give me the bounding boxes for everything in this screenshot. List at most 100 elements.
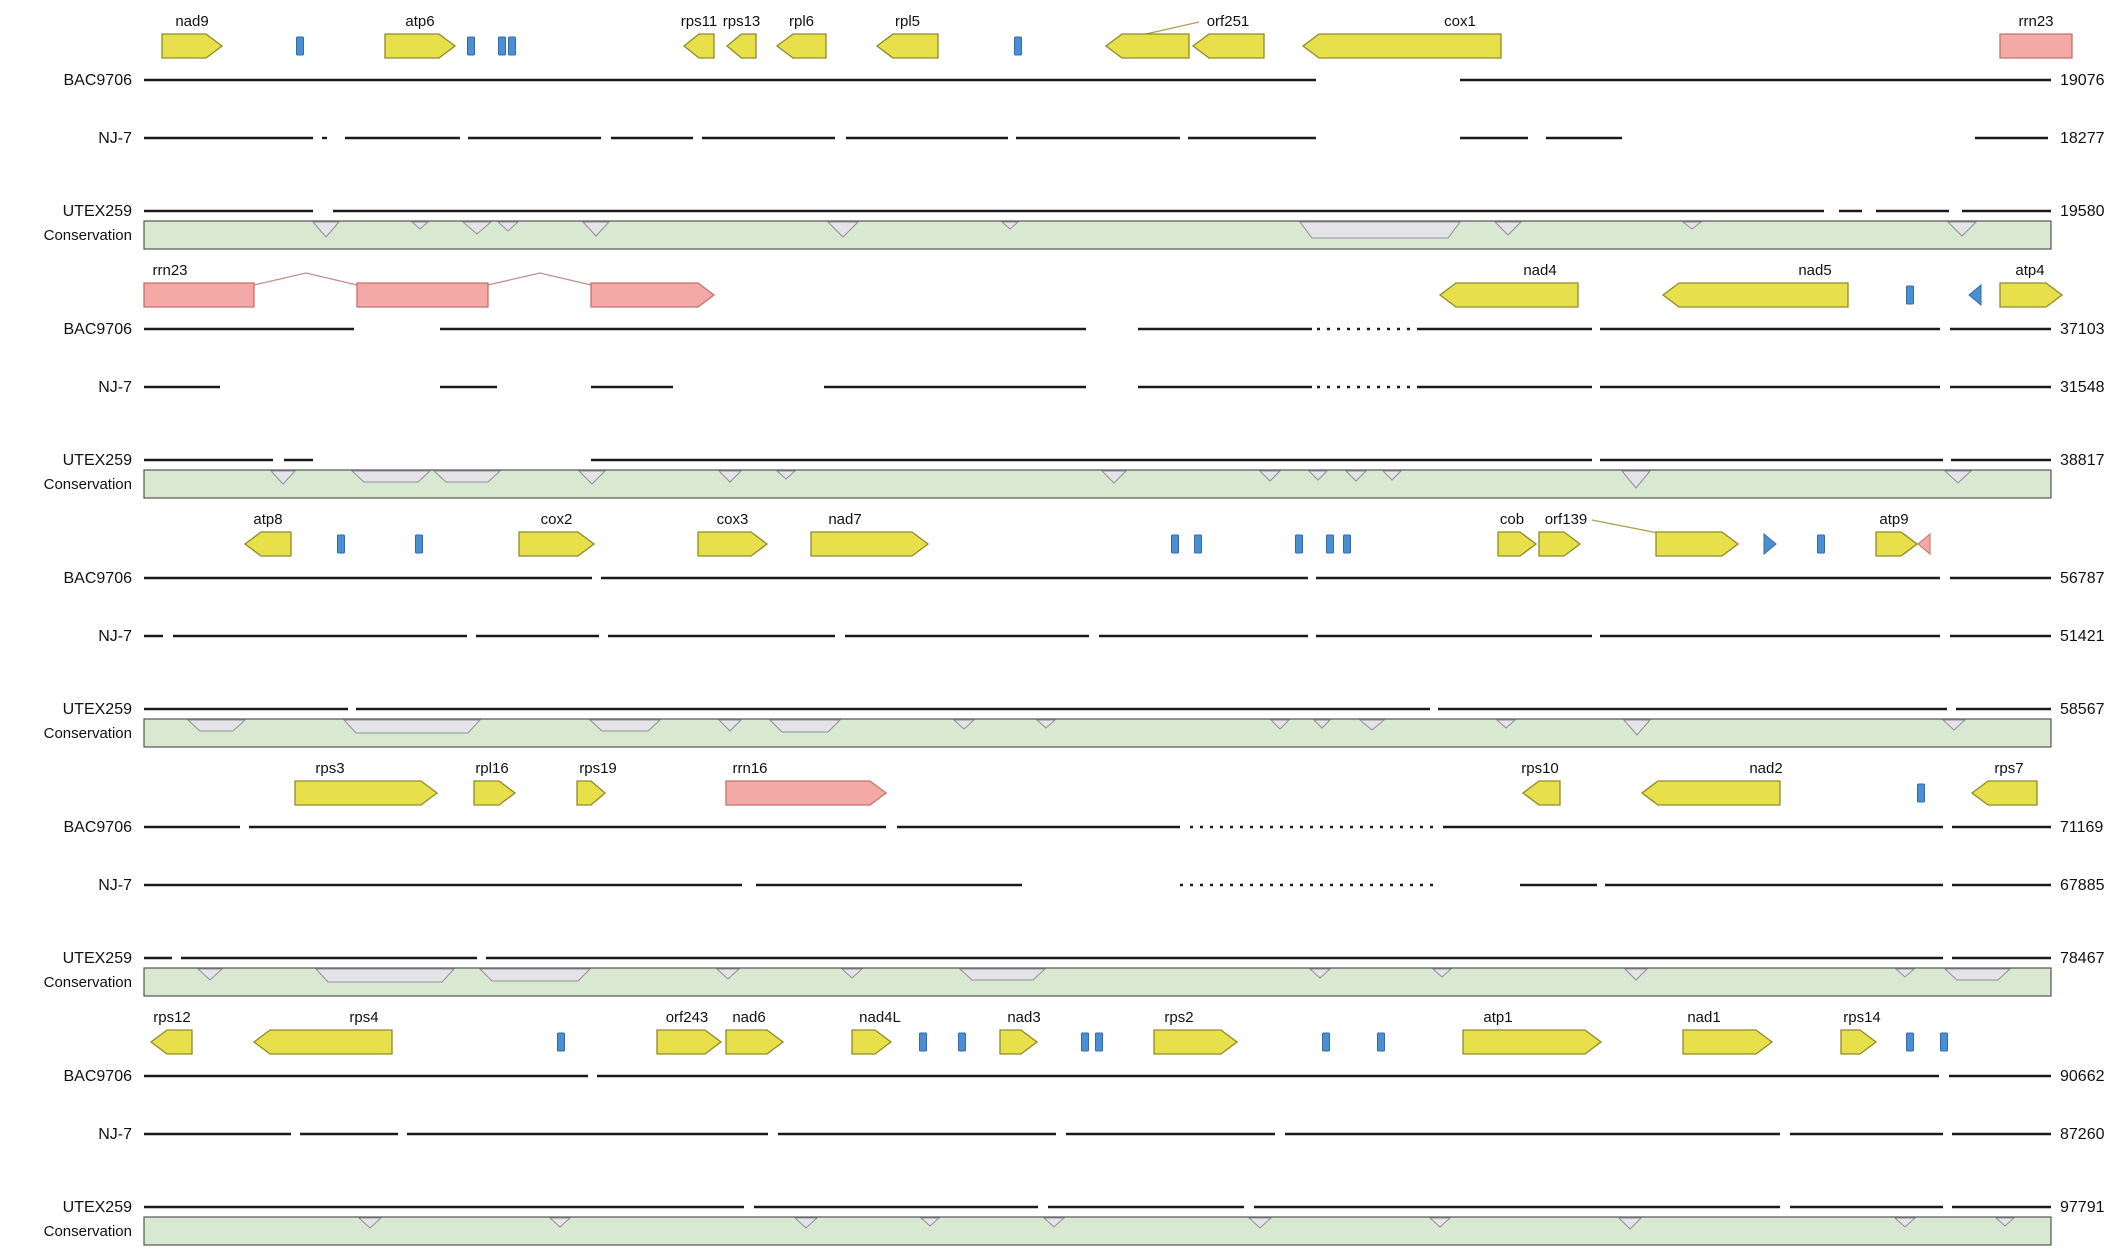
connector-line bbox=[1591, 519, 1659, 534]
gene-arrow bbox=[473, 780, 517, 806]
coordinate-label: 18277 bbox=[2060, 130, 2105, 147]
trna-marker bbox=[1194, 534, 1202, 554]
conservation-dip bbox=[1943, 968, 2012, 981]
gene-arrow bbox=[1682, 1029, 1774, 1055]
trna-marker bbox=[467, 36, 475, 56]
conservation-dip bbox=[717, 470, 743, 483]
coordinate-label: 37103 bbox=[2060, 321, 2105, 338]
gene-arrow bbox=[682, 33, 715, 59]
gene-label: orf251 bbox=[1207, 13, 1250, 30]
conservation-dip bbox=[1308, 968, 1332, 979]
conservation-dip bbox=[548, 1217, 572, 1228]
conservation-dip bbox=[314, 968, 456, 983]
trna-marker bbox=[1326, 534, 1334, 554]
connector-line bbox=[253, 272, 358, 286]
gene-arrow bbox=[1640, 780, 1781, 806]
gene-label: nad1 bbox=[1687, 1009, 1720, 1026]
trna-marker bbox=[296, 36, 304, 56]
gene-arrow bbox=[252, 1029, 393, 1055]
panel-5: rps12 rps4 orf243 nad6 nad4L nad3 rps2 atp1 nad1… bbox=[44, 1009, 2105, 1246]
gene-arrow bbox=[1655, 531, 1740, 557]
coordinate-label: 38817 bbox=[2060, 452, 2105, 469]
panel-3: atp8 cox2 cox3 nad7 cob orf139 atp9 BAC9706 5678… bbox=[44, 511, 2105, 748]
gene-label: rps10 bbox=[1521, 760, 1559, 777]
conservation-dip bbox=[1381, 470, 1403, 481]
conservation-label: Conservation bbox=[44, 725, 132, 742]
conservation-label: Conservation bbox=[44, 1223, 132, 1240]
conservation-band bbox=[143, 1216, 2052, 1246]
coordinate-label: 67885 bbox=[2060, 877, 2105, 894]
row-label: BAC9706 bbox=[64, 570, 133, 587]
coordinate-label: 78467 bbox=[2060, 950, 2105, 967]
gene-arrow bbox=[1999, 282, 2064, 308]
row-label: BAC9706 bbox=[64, 1068, 133, 1085]
conservation-dip bbox=[717, 719, 743, 732]
gene-label: orf139 bbox=[1545, 511, 1588, 528]
conservation-dip bbox=[1269, 719, 1291, 730]
rrna-arrowhead bbox=[1917, 532, 1931, 556]
conservation-dip bbox=[1620, 470, 1652, 489]
conservation-dip bbox=[432, 470, 502, 483]
conservation-dip bbox=[357, 1217, 383, 1229]
gene-arrow bbox=[1153, 1029, 1239, 1055]
coordinate-label: 90662 bbox=[2060, 1068, 2105, 1085]
gene-arrow bbox=[999, 1029, 1039, 1055]
conservation-dip bbox=[793, 1217, 819, 1229]
conservation-dip bbox=[1431, 968, 1453, 978]
conservation-dip bbox=[1100, 470, 1128, 484]
gene-label: rpl5 bbox=[895, 13, 920, 30]
row-label: UTEX259 bbox=[63, 950, 132, 967]
gene-label: atp1 bbox=[1483, 1009, 1512, 1026]
trna-marker bbox=[958, 1032, 966, 1052]
conservation-dip bbox=[1495, 719, 1517, 729]
conservation-label: Conservation bbox=[44, 974, 132, 991]
gene-label: rpl16 bbox=[475, 760, 508, 777]
conservation-dip bbox=[1994, 1217, 2016, 1227]
trna-marker bbox=[1095, 1032, 1103, 1052]
conservation-dip bbox=[478, 968, 592, 982]
panel-1: nad9 atp6 rps11 rps13 rpl6 rpl5 orf251 cox1 rrn2… bbox=[44, 13, 2105, 250]
trna-marker bbox=[1906, 285, 1914, 305]
conservation-dip bbox=[1000, 221, 1020, 230]
gene-label: nad4L bbox=[859, 1009, 901, 1026]
gene-label: cox3 bbox=[717, 511, 749, 528]
trna-marker bbox=[1322, 1032, 1330, 1052]
conservation-band bbox=[143, 220, 2052, 250]
gene-arrow bbox=[518, 531, 596, 557]
trna-marker bbox=[919, 1032, 927, 1052]
conservation-dip bbox=[1307, 470, 1329, 481]
gene-label: nad2 bbox=[1749, 760, 1782, 777]
coordinate-label: 31548 bbox=[2060, 379, 2105, 396]
rrna-gene-arrow bbox=[1999, 33, 2073, 59]
conservation-dip bbox=[269, 470, 297, 485]
gene-arrow bbox=[1301, 33, 1502, 59]
gene-label: nad7 bbox=[828, 511, 861, 528]
trna-marker bbox=[337, 534, 345, 554]
conservation-dip bbox=[1681, 221, 1703, 230]
gene-label: cob bbox=[1500, 511, 1524, 528]
gene-label: rps2 bbox=[1164, 1009, 1193, 1026]
trna-marker bbox=[1817, 534, 1825, 554]
gene-arrow bbox=[725, 1029, 785, 1055]
rrna-gene-arrow bbox=[590, 282, 716, 308]
gene-arrow bbox=[243, 531, 292, 557]
row-label: NJ-7 bbox=[98, 628, 132, 645]
row-label: NJ-7 bbox=[98, 130, 132, 147]
gene-arrow bbox=[810, 531, 930, 557]
conservation-dip bbox=[1941, 719, 1967, 731]
conservation-label: Conservation bbox=[44, 227, 132, 244]
gene-label: nad5 bbox=[1798, 262, 1831, 279]
coordinate-label: 97791 bbox=[2060, 1199, 2105, 1216]
gene-label: rps14 bbox=[1843, 1009, 1881, 1026]
gene-arrow bbox=[149, 1029, 193, 1055]
conservation-dip bbox=[410, 221, 430, 230]
row-label: UTEX259 bbox=[63, 701, 132, 718]
gene-arrow bbox=[1462, 1029, 1603, 1055]
conservation-dip bbox=[461, 221, 493, 235]
conservation-dip bbox=[1428, 1217, 1452, 1228]
coordinate-label: 87260 bbox=[2060, 1126, 2105, 1143]
trna-marker bbox=[1377, 1032, 1385, 1052]
trna-marker bbox=[508, 36, 516, 56]
gene-arrow bbox=[656, 1029, 723, 1055]
